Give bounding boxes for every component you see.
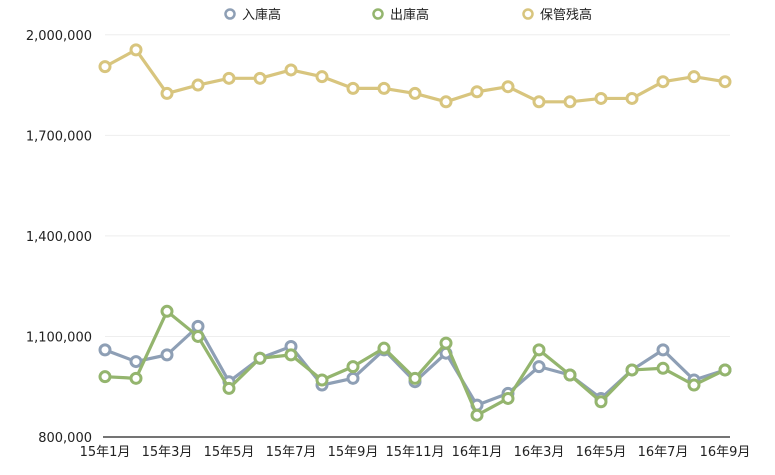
x-tick-label: 16年3月 — [514, 445, 565, 460]
data-point[interactable] — [656, 75, 670, 89]
data-point[interactable] — [315, 373, 329, 387]
x-tick-label: 16年9月 — [700, 445, 751, 460]
legend-label: 保管残高 — [540, 7, 592, 23]
grid-lines — [105, 34, 730, 337]
x-tick-label: 16年7月 — [638, 445, 689, 460]
data-point[interactable] — [346, 81, 360, 95]
data-point[interactable] — [718, 75, 732, 89]
legend-marker-icon — [372, 8, 384, 20]
data-point[interactable] — [346, 371, 360, 385]
data-point[interactable] — [532, 343, 546, 357]
data-point[interactable] — [346, 360, 360, 374]
data-point[interactable] — [253, 351, 267, 365]
data-point[interactable] — [470, 408, 484, 422]
legend-item[interactable]: 保管残高 — [522, 7, 593, 23]
y-tick-label: 1,100,000 — [26, 330, 92, 345]
data-point[interactable] — [439, 336, 453, 350]
data-point[interactable] — [160, 304, 174, 318]
data-point[interactable] — [408, 371, 422, 385]
y-tick-label: 800,000 — [38, 431, 92, 446]
data-point[interactable] — [129, 371, 143, 385]
data-point[interactable] — [532, 360, 546, 374]
data-point[interactable] — [98, 60, 112, 74]
data-point[interactable] — [377, 341, 391, 355]
data-point[interactable] — [656, 361, 670, 375]
data-point[interactable] — [687, 378, 701, 392]
legend-marker-icon — [224, 8, 236, 20]
data-point[interactable] — [191, 319, 205, 333]
x-tick-label: 15年7月 — [266, 445, 317, 460]
data-point[interactable] — [98, 343, 112, 357]
data-point[interactable] — [408, 86, 422, 100]
data-point[interactable] — [222, 71, 236, 85]
y-tick-label: 1,400,000 — [26, 230, 92, 245]
data-point[interactable] — [284, 63, 298, 77]
data-point[interactable] — [687, 70, 701, 84]
data-point[interactable] — [594, 91, 608, 105]
data-point[interactable] — [594, 395, 608, 409]
data-point[interactable] — [501, 80, 515, 94]
data-point[interactable] — [625, 363, 639, 377]
data-point[interactable] — [191, 78, 205, 92]
data-point[interactable] — [377, 81, 391, 95]
x-tick-label: 15年9月 — [328, 445, 379, 460]
data-point[interactable] — [315, 70, 329, 84]
data-point[interactable] — [532, 95, 546, 109]
data-point[interactable] — [98, 370, 112, 384]
data-point[interactable] — [656, 343, 670, 357]
data-point[interactable] — [439, 95, 453, 109]
data-point[interactable] — [718, 363, 732, 377]
data-point[interactable] — [160, 86, 174, 100]
legend-item[interactable]: 入庫高 — [224, 7, 282, 23]
data-point[interactable] — [253, 71, 267, 85]
x-tick-label: 15年1月 — [80, 445, 131, 460]
data-point[interactable] — [501, 391, 515, 405]
data-point[interactable] — [191, 329, 205, 343]
legend-label: 入庫高 — [242, 7, 281, 23]
data-point[interactable] — [470, 85, 484, 99]
legend: 入庫高 出庫高 保管残高 — [224, 7, 593, 23]
data-point[interactable] — [625, 91, 639, 105]
legend-item[interactable]: 出庫高 — [372, 7, 430, 23]
x-tick-label: 16年5月 — [576, 445, 627, 460]
data-point[interactable] — [160, 348, 174, 362]
y-tick-label: 1,700,000 — [26, 129, 92, 144]
x-tick-label: 16年1月 — [452, 445, 503, 460]
x-tick-label: 15年11月 — [385, 445, 444, 460]
x-tick-label: 15年5月 — [204, 445, 255, 460]
legend-marker-icon — [522, 8, 534, 20]
legend-label: 出庫高 — [390, 7, 429, 23]
data-point[interactable] — [563, 368, 577, 382]
series-group — [98, 43, 732, 109]
x-tick-label: 15年3月 — [142, 445, 193, 460]
series-lines — [98, 43, 732, 422]
data-point[interactable] — [563, 95, 577, 109]
data-point[interactable] — [222, 381, 236, 395]
data-point[interactable] — [129, 43, 143, 57]
data-point[interactable] — [129, 355, 143, 369]
data-point[interactable] — [284, 348, 298, 362]
series-group — [98, 304, 732, 422]
y-tick-label: 2,000,000 — [26, 29, 92, 44]
axes: 800,000 1,100,000 1,400,000 1,700,000 2,000,… — [26, 29, 751, 460]
